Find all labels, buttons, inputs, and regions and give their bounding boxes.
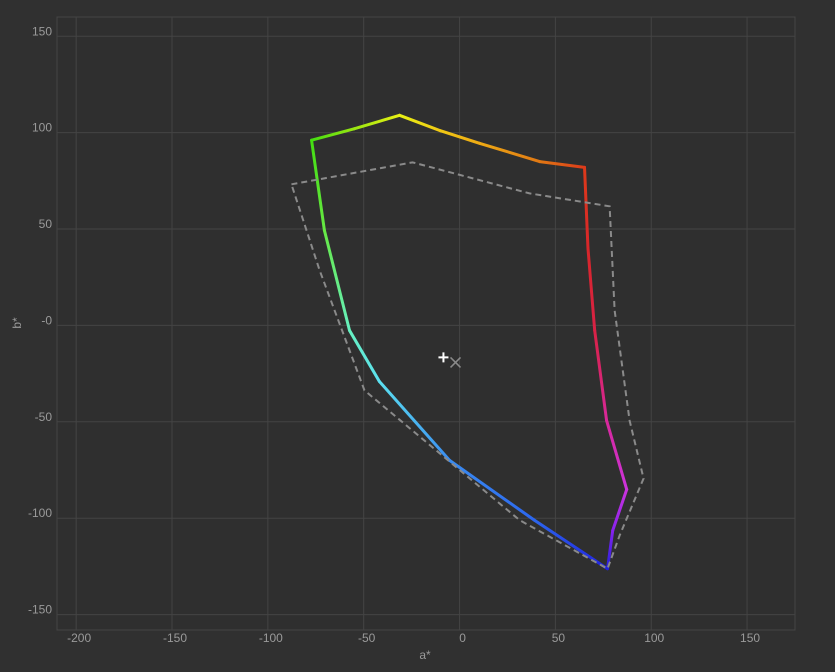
gamut-segment	[583, 165, 590, 250]
x-axis-label: a*	[419, 648, 431, 662]
gamut-segment	[310, 138, 326, 232]
x-tick-label: 150	[740, 631, 760, 645]
y-tick-label: -150	[28, 603, 52, 617]
x-ticks: -200 -150 -100 -50 0 50 100 150	[67, 631, 760, 645]
white-point-cross-marker	[449, 356, 462, 368]
x-tick-label: -200	[67, 631, 91, 645]
y-tick-label: 50	[39, 217, 53, 231]
series-group	[290, 113, 645, 571]
gamut-segment	[586, 246, 597, 332]
white-point-plus-marker	[438, 352, 449, 363]
gamut-segment	[532, 518, 610, 571]
gamut-segment	[398, 113, 442, 133]
x-tick-label: -50	[358, 631, 376, 645]
gamut-segment	[593, 328, 609, 422]
reference-gamut-outline	[290, 161, 645, 571]
y-tick-label: -0	[41, 313, 52, 327]
y-tick-label: -50	[35, 410, 53, 424]
markers	[438, 352, 462, 368]
y-tick-label: -100	[28, 506, 52, 520]
gamut-segment	[377, 380, 452, 462]
gamut-segment	[477, 141, 542, 164]
y-axis-label: b*	[10, 317, 24, 329]
gamut-segment	[348, 328, 381, 384]
gamut-segment	[606, 529, 615, 571]
gamut-segment	[448, 458, 536, 522]
grid	[57, 17, 795, 630]
gamut-segment	[538, 160, 587, 169]
x-tick-label: 50	[552, 631, 566, 645]
gamut-segment	[611, 487, 629, 533]
gamut-segment	[322, 228, 352, 332]
x-tick-label: -150	[163, 631, 187, 645]
x-tick-label: 100	[644, 631, 664, 645]
gamut-segment	[438, 129, 481, 145]
x-tick-label: 0	[459, 631, 466, 645]
y-ticks: 150 100 50 -0 -50 -100 -150	[28, 24, 52, 616]
gamut-segment	[352, 113, 402, 131]
x-tick-label: -100	[259, 631, 283, 645]
y-tick-label: 100	[32, 121, 52, 135]
y-tick-label: 150	[32, 24, 52, 38]
gamut-segment	[310, 127, 356, 142]
plot-frame	[56, 16, 796, 631]
gamut-segment	[605, 418, 629, 491]
